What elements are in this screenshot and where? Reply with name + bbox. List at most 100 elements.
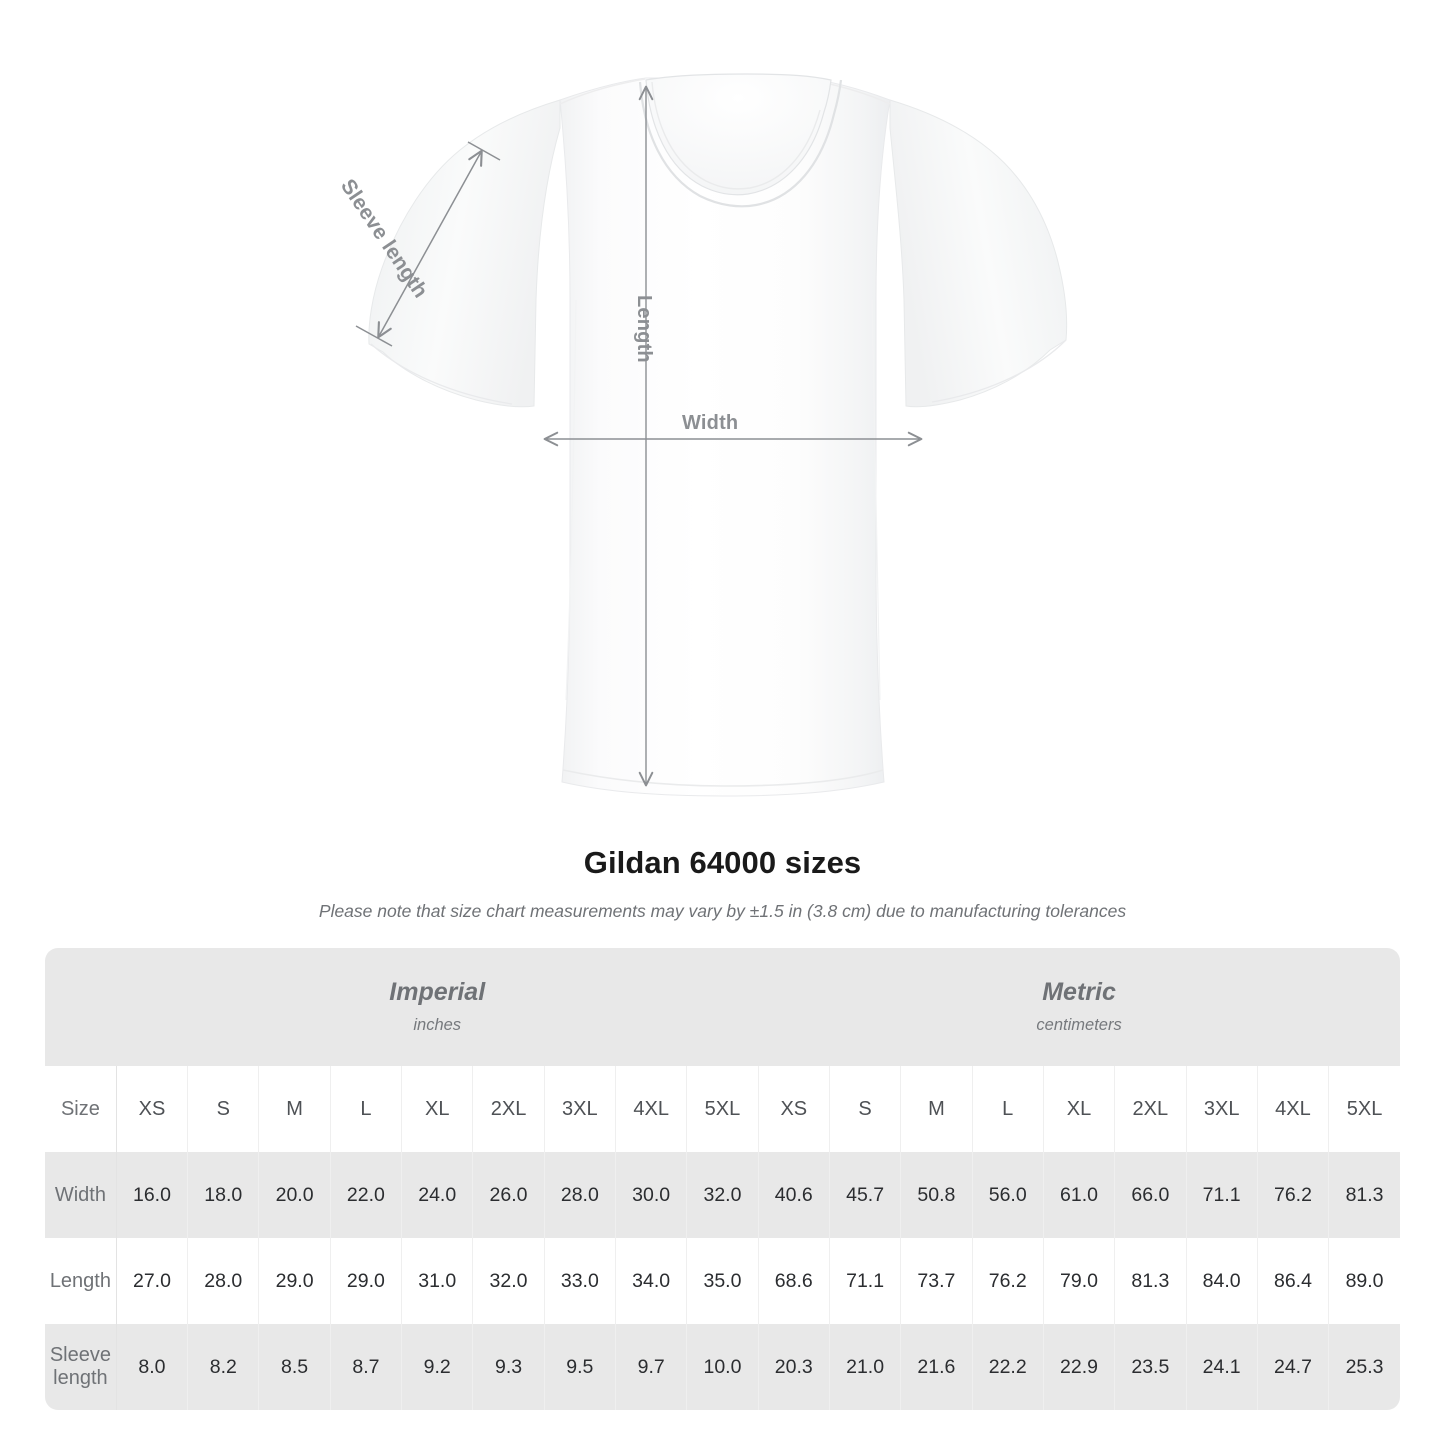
size-header-metric-M: M (900, 1066, 973, 1152)
size-header-imperial-M: M (258, 1066, 331, 1152)
cell-value: 29.0 (258, 1238, 331, 1324)
size-header-imperial-2XL: 2XL (472, 1066, 545, 1152)
size-header-imperial-S: S (187, 1066, 259, 1152)
cell-value: 66.0 (1114, 1152, 1186, 1238)
cell-value: 56.0 (971, 1152, 1044, 1238)
right-sleeve (889, 99, 1068, 408)
unit-header-metric: Metric centimeters (758, 948, 1400, 1066)
cell-value: 61.0 (1042, 1152, 1115, 1238)
cell-value: 30.0 (614, 1152, 687, 1238)
cell-value: 34.0 (614, 1238, 687, 1324)
cell-value: 84.0 (1185, 1238, 1258, 1324)
cell-value: 31.0 (401, 1238, 473, 1324)
chart-heading: Gildan 64000 sizes Please note that size… (0, 845, 1445, 922)
cell-value: 40.6 (757, 1152, 830, 1238)
cell-value: 24.1 (1185, 1324, 1258, 1410)
cell-value: 32.0 (686, 1152, 759, 1238)
cell-value: 24.0 (401, 1152, 473, 1238)
table-row: Width 16.0 18.0 20.0 22.0 24.0 26.0 28.0 30.0 32.… (45, 1152, 1400, 1238)
unit-name: Imperial (389, 977, 486, 1006)
table-row: Sleeve length 8.0 8.2 8.5 8.7 9.2 9.3 9.5 9.7 10.… (45, 1324, 1400, 1410)
cell-value: 9.7 (614, 1324, 687, 1410)
cell-value: 20.0 (258, 1152, 331, 1238)
cell-value: 45.7 (828, 1152, 901, 1238)
cell-value: 86.4 (1256, 1238, 1329, 1324)
cell-value: 18.0 (187, 1152, 259, 1238)
size-header-metric-L: L (971, 1066, 1044, 1152)
cell-value: 76.2 (1256, 1152, 1329, 1238)
size-header-metric-XL: XL (1042, 1066, 1115, 1152)
unit-banner-row: Imperial inches Metric centimeters (45, 948, 1400, 1066)
cell-value: 20.3 (757, 1324, 830, 1410)
sleeve-tick-top (467, 141, 501, 161)
size-table-container: Imperial inches Metric centimeters Size XS S M L… (45, 948, 1400, 1410)
size-header-metric-2XL: 2XL (1114, 1066, 1186, 1152)
cell-value: 89.0 (1328, 1238, 1400, 1324)
left-shoulder-seam (559, 78, 646, 105)
cell-value: 28.0 (543, 1152, 616, 1238)
cell-value: 27.0 (115, 1238, 188, 1324)
row-label-length: Length (45, 1238, 117, 1324)
tshirt-diagram: Sleeve length Length Width (336, 73, 1068, 797)
neck-opening (645, 73, 832, 196)
collar-rib (638, 79, 843, 208)
unit-header-imperial: Imperial inches (116, 948, 759, 1066)
size-header-metric-XS: XS (757, 1066, 830, 1152)
unit-subtitle: inches (413, 1016, 462, 1035)
size-table: Imperial inches Metric centimeters Size XS S M L… (45, 948, 1400, 1410)
cell-value: 73.7 (900, 1238, 973, 1324)
size-header-metric-S: S (828, 1066, 901, 1152)
size-header-metric-4XL: 4XL (1256, 1066, 1329, 1152)
cell-value: 22.9 (1042, 1324, 1115, 1410)
cell-value: 32.0 (472, 1238, 545, 1324)
row-label-size: Size (45, 1066, 117, 1152)
cell-value: 35.0 (686, 1238, 759, 1324)
left-drape (565, 299, 577, 701)
cell-value: 26.0 (472, 1152, 545, 1238)
size-header-metric-3XL: 3XL (1185, 1066, 1258, 1152)
page-title: Gildan 64000 sizes (583, 845, 862, 880)
cell-value: 50.8 (900, 1152, 973, 1238)
cell-value: 22.2 (971, 1324, 1044, 1410)
cell-value: 8.0 (115, 1324, 188, 1410)
cell-value: 76.2 (971, 1238, 1044, 1324)
cell-value: 9.3 (472, 1324, 545, 1410)
size-header-metric-5XL: 5XL (1328, 1066, 1400, 1152)
cell-value: 22.0 (329, 1152, 402, 1238)
cell-value: 71.1 (1185, 1152, 1258, 1238)
size-table-body: Imperial inches Metric centimeters Size XS S M L… (45, 948, 1400, 1410)
sleeve-tick-bottom (355, 325, 393, 347)
left-cuff (370, 343, 513, 405)
cell-value: 16.0 (115, 1152, 188, 1238)
tshirt-illustration (355, 73, 1068, 797)
cell-value: 81.3 (1328, 1152, 1400, 1238)
size-header-imperial-XS: XS (115, 1066, 188, 1152)
cell-value: 21.6 (900, 1324, 973, 1410)
cell-value: 10.0 (686, 1324, 759, 1410)
cell-value: 79.0 (1042, 1238, 1115, 1324)
cell-value: 81.3 (1114, 1238, 1186, 1324)
width-annotation-label: Width (682, 412, 739, 434)
right-cuff (931, 339, 1067, 403)
table-row: Length 27.0 28.0 29.0 29.0 31.0 32.0 33.0 34.0 35… (45, 1238, 1400, 1324)
row-label-sleeve-length: Sleeve length (45, 1324, 117, 1410)
cell-value: 25.3 (1328, 1324, 1400, 1410)
cell-value: 24.7 (1256, 1324, 1329, 1410)
cell-value: 28.0 (187, 1238, 259, 1324)
cell-value: 8.7 (329, 1324, 402, 1410)
unit-subtitle: centimeters (1036, 1016, 1122, 1035)
cell-value: 8.2 (187, 1324, 259, 1410)
row-label-width: Width (45, 1152, 117, 1238)
size-header-imperial-4XL: 4XL (614, 1066, 687, 1152)
size-header-imperial-XL: XL (401, 1066, 473, 1152)
hem-line (562, 769, 884, 787)
cell-value: 68.6 (757, 1238, 830, 1324)
cell-value: 23.5 (1114, 1324, 1186, 1410)
size-header-row: Size XS S M L XL 2XL 3XL 4XL 5XL XS S M L XL 2XL 3XL 4XL 5… (45, 1066, 1400, 1152)
unit-name: Metric (1042, 977, 1116, 1006)
length-annotation-label: Length (633, 295, 655, 363)
size-header-imperial-L: L (329, 1066, 402, 1152)
unit-banner-spacer (45, 948, 117, 1066)
size-header-imperial-3XL: 3XL (543, 1066, 616, 1152)
